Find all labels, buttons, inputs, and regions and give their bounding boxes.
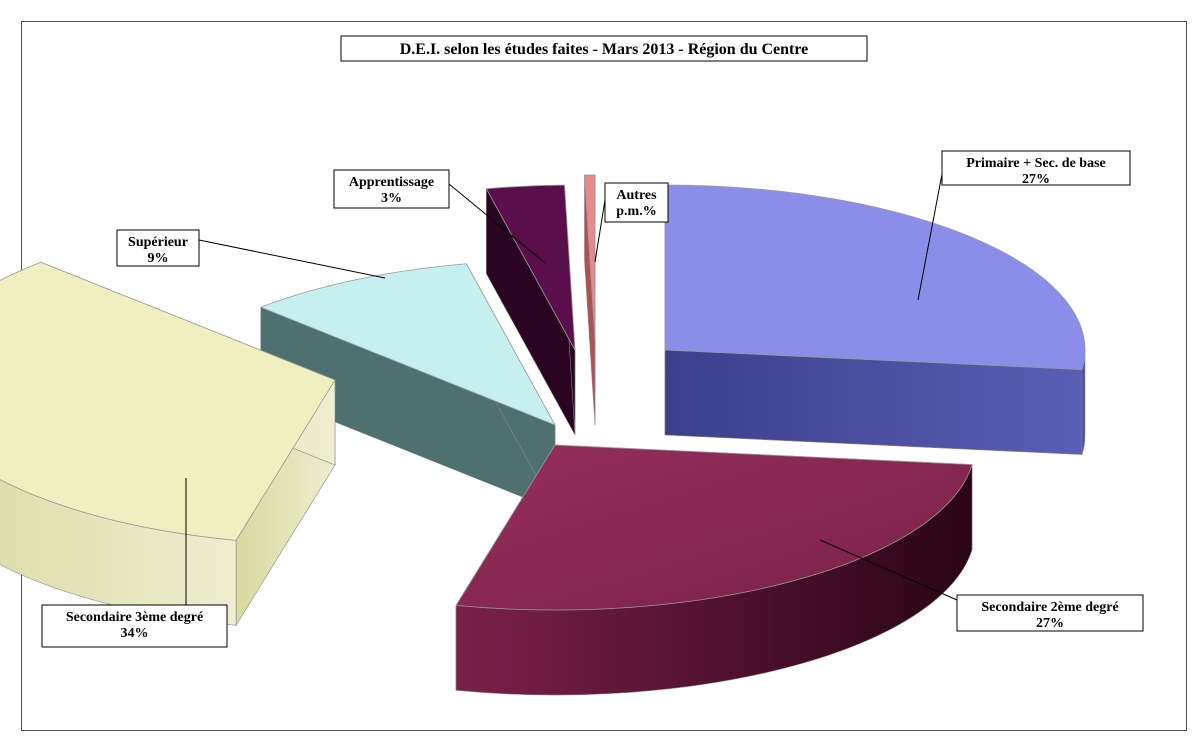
- slice-top-2: [0, 261, 336, 541]
- slice-label-box-1: [956, 594, 1144, 632]
- slice-label-box-5: [604, 182, 669, 223]
- slice-label-value-1: 27%: [1036, 616, 1064, 631]
- chart-title-text: D.E.I. selon les études faites - Mars 20…: [400, 41, 809, 58]
- slice-top-4: [485, 184, 576, 351]
- slice-top-1: [455, 444, 973, 611]
- slice-label-box-4: [333, 169, 450, 209]
- slice-top-3: [259, 263, 556, 426]
- pie-slice-3: [259, 263, 556, 511]
- leader-line-0: [917, 168, 944, 301]
- slice-label-name-4: Apprentissage: [349, 175, 434, 190]
- pie-slice-5: [584, 174, 596, 426]
- slice-label-name-5: Autres: [616, 188, 657, 203]
- leader-line-5: [594, 199, 606, 263]
- slice-label-box-3: [116, 229, 200, 267]
- slice-label-box-0: [941, 150, 1131, 186]
- chart-title-box: [340, 35, 868, 62]
- pie-slices: [0, 174, 1086, 696]
- pie-slice-0: [664, 184, 1086, 455]
- slice-label-name-1: Secondaire 2ème degré: [981, 600, 1118, 615]
- slice-label-value-5: p.m.%: [616, 204, 656, 219]
- slice-label-value-3: 9%: [148, 251, 169, 266]
- slice-label-name-2: Secondaire 3ème degré: [66, 610, 203, 625]
- chart-title: D.E.I. selon les études faites - Mars 20…: [340, 35, 868, 62]
- leader-line-3: [198, 239, 386, 279]
- pie-slice-2: [0, 261, 336, 627]
- pie-slice-4: [485, 184, 576, 436]
- slice-label-name-3: Supérieur: [128, 235, 188, 250]
- leader-line-4: [448, 183, 546, 264]
- slice-label-value-2: 34%: [121, 626, 149, 641]
- pie-slice-1: [455, 443, 973, 696]
- slice-label-box-2: [41, 604, 228, 648]
- slice-label-name-0: Primaire + Sec. de base: [966, 156, 1106, 171]
- slice-top-5: [584, 174, 596, 341]
- slice-top-0: [664, 184, 1086, 370]
- leader-line-1: [819, 539, 958, 601]
- slice-label-value-4: 3%: [381, 191, 402, 206]
- slice-label-value-0: 27%: [1022, 172, 1050, 187]
